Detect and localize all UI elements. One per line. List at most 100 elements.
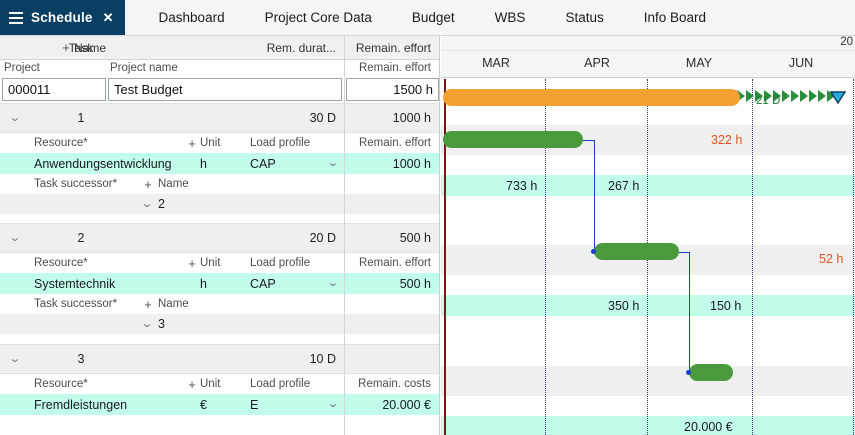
project-effort-input[interactable]: 1500 h — [346, 78, 439, 101]
dependency-dot-2 — [591, 249, 596, 254]
tab-budget[interactable]: Budget — [411, 10, 455, 25]
resource-header-row: Resource* + Unit Load profile Remain. ef… — [0, 133, 439, 153]
label-resource-costs: Remain. costs — [358, 378, 431, 390]
label-load-profile: Load profile — [250, 257, 311, 269]
dependency-link-1-2-h — [583, 140, 595, 141]
gantt-year-label: 20 — [840, 36, 853, 48]
tab-info-board[interactable]: Info Board — [643, 10, 707, 25]
label-resource-effort: Remain. effort — [358, 137, 431, 149]
dependency-link-2-3-v — [689, 252, 690, 372]
label-project-name: Project name — [110, 62, 178, 74]
chevron-down-icon[interactable]: ⌄ — [326, 398, 340, 410]
gantt-month-apr: APR — [584, 56, 610, 70]
add-successor-icon[interactable]: + — [144, 176, 152, 192]
tab-status[interactable]: Status — [565, 10, 604, 25]
gantt-value-res3-may: 20.000 € — [684, 420, 733, 434]
chevron-down-icon[interactable]: ⌄ — [140, 317, 154, 330]
gantt-value-task1-remaining: 322 h — [711, 133, 743, 147]
gantt-value-res1-mar: 733 h — [506, 179, 538, 193]
resource-effort: 500 h — [399, 276, 431, 291]
resource-load-profile: CAP — [250, 156, 276, 171]
successor-header-row: Task successor* + Name — [0, 174, 439, 194]
add-resource-icon[interactable]: + — [188, 255, 196, 271]
label-unit: Unit — [200, 137, 221, 149]
task-effort — [346, 345, 438, 373]
resource-effort: 1000 h — [392, 156, 431, 171]
dependency-link-1-2-v — [594, 140, 595, 251]
close-icon[interactable]: ✕ — [102, 9, 114, 25]
task-number: 3 — [77, 352, 85, 366]
successor-number: 2 — [158, 197, 165, 211]
nav-item-list: Dashboard Project Core Data Budget WBS S… — [125, 0, 855, 35]
project-row: 000011 Test Budget 1500 h — [0, 76, 439, 103]
triangle-marker-icon — [830, 91, 846, 105]
label-project-effort: Remain. effort — [358, 62, 431, 74]
column-header-name: Name — [74, 40, 107, 55]
gantt-divider-jun-end — [853, 79, 854, 435]
task-duration: 10 D — [309, 352, 336, 366]
resource-load-profile: E — [250, 397, 259, 412]
chevron-down-icon[interactable]: ⌄ — [326, 277, 340, 289]
chevron-down-icon[interactable]: ⌄ — [8, 231, 22, 244]
chevron-down-icon[interactable]: ⌄ — [326, 157, 340, 169]
gantt-year-bar: 20 — [441, 36, 855, 51]
task-effort: 500 h — [399, 231, 431, 245]
gantt-body: 21 D 322 h 733 h 267 h 52 h 350 h — [441, 79, 855, 435]
add-resource-icon[interactable]: + — [188, 376, 196, 392]
gantt-month-mar: MAR — [482, 56, 510, 70]
successor-number: 3 — [158, 317, 165, 331]
dependency-link-2-3-h — [679, 252, 690, 253]
tab-wbs[interactable]: WBS — [494, 10, 526, 25]
task-row[interactable]: ⌄ 1 30 D 1000 h — [0, 103, 439, 133]
chevron-down-icon[interactable]: ⌄ — [140, 197, 154, 210]
label-task-successor: Task successor* — [34, 178, 118, 190]
resource-costs: 20.000 € — [382, 397, 431, 412]
resource-row[interactable]: Systemtechnik h CAP ⌄ 500 h — [0, 273, 439, 294]
dependency-dot-3 — [686, 370, 691, 375]
top-navigation-bar: Schedule ✕ Dashboard Project Core Data B… — [0, 0, 855, 36]
resource-name: Systemtechnik — [34, 276, 116, 291]
gantt-row-band-task3 — [441, 366, 855, 396]
tab-project-core-data[interactable]: Project Core Data — [264, 10, 372, 25]
add-task-icon[interactable]: + — [62, 40, 70, 55]
gantt-row-band-res3 — [441, 416, 855, 435]
task-row[interactable]: ⌄ 3 10 D — [0, 344, 439, 374]
tab-schedule[interactable]: Schedule ✕ — [0, 0, 125, 35]
gantt-value-res2-apr: 350 h — [608, 299, 640, 313]
project-bar[interactable] — [443, 89, 740, 106]
resource-name: Anwendungsentwicklung — [34, 156, 172, 171]
add-resource-icon[interactable]: + — [188, 135, 196, 151]
resource-unit: h — [200, 276, 207, 291]
label-unit: Unit — [200, 257, 221, 269]
resource-row[interactable]: Anwendungsentwicklung h CAP ⌄ 1000 h — [0, 153, 439, 174]
label-unit: Unit — [200, 378, 221, 390]
resource-row[interactable]: Fremdleistungen € E ⌄ 20.000 € — [0, 394, 439, 415]
task-bar-2[interactable] — [594, 243, 679, 260]
task-duration: 20 D — [309, 231, 336, 245]
task-row[interactable]: ⌄ 2 20 D 500 h — [0, 223, 439, 253]
hamburger-icon[interactable] — [9, 11, 23, 24]
successor-row[interactable]: ⌄ 2 — [0, 194, 439, 214]
project-name-input[interactable]: Test Budget — [108, 78, 342, 101]
task-bar-1[interactable] — [443, 131, 583, 148]
label-load-profile: Load profile — [250, 378, 311, 390]
project-id-input[interactable]: 000011 — [2, 78, 106, 101]
row-spacer — [0, 334, 439, 344]
gantt-value-task2-remaining: 52 h — [819, 252, 844, 266]
task-bar-3[interactable] — [689, 364, 733, 381]
chevron-down-icon[interactable]: ⌄ — [8, 111, 22, 124]
label-successor-name: Name — [158, 178, 189, 190]
resource-unit: h — [200, 156, 207, 171]
successor-header-row: Task successor* + Name — [0, 294, 439, 314]
grid-header-row: Task + Name Rem. durat... Remain. effort — [0, 36, 439, 60]
task-number: 1 — [77, 111, 85, 125]
gantt-month-bar: MAR APR MAY JUN — [441, 51, 855, 78]
gantt-value-res2-may: 150 h — [710, 299, 742, 313]
chevron-down-icon[interactable]: ⌄ — [8, 352, 22, 365]
gantt-value-res1-apr: 267 h — [608, 179, 640, 193]
resource-header-row: Resource* + Unit Load profile Remain. ef… — [0, 253, 439, 273]
tab-dashboard[interactable]: Dashboard — [158, 10, 225, 25]
successor-row[interactable]: ⌄ 3 — [0, 314, 439, 334]
add-successor-icon[interactable]: + — [144, 296, 152, 312]
